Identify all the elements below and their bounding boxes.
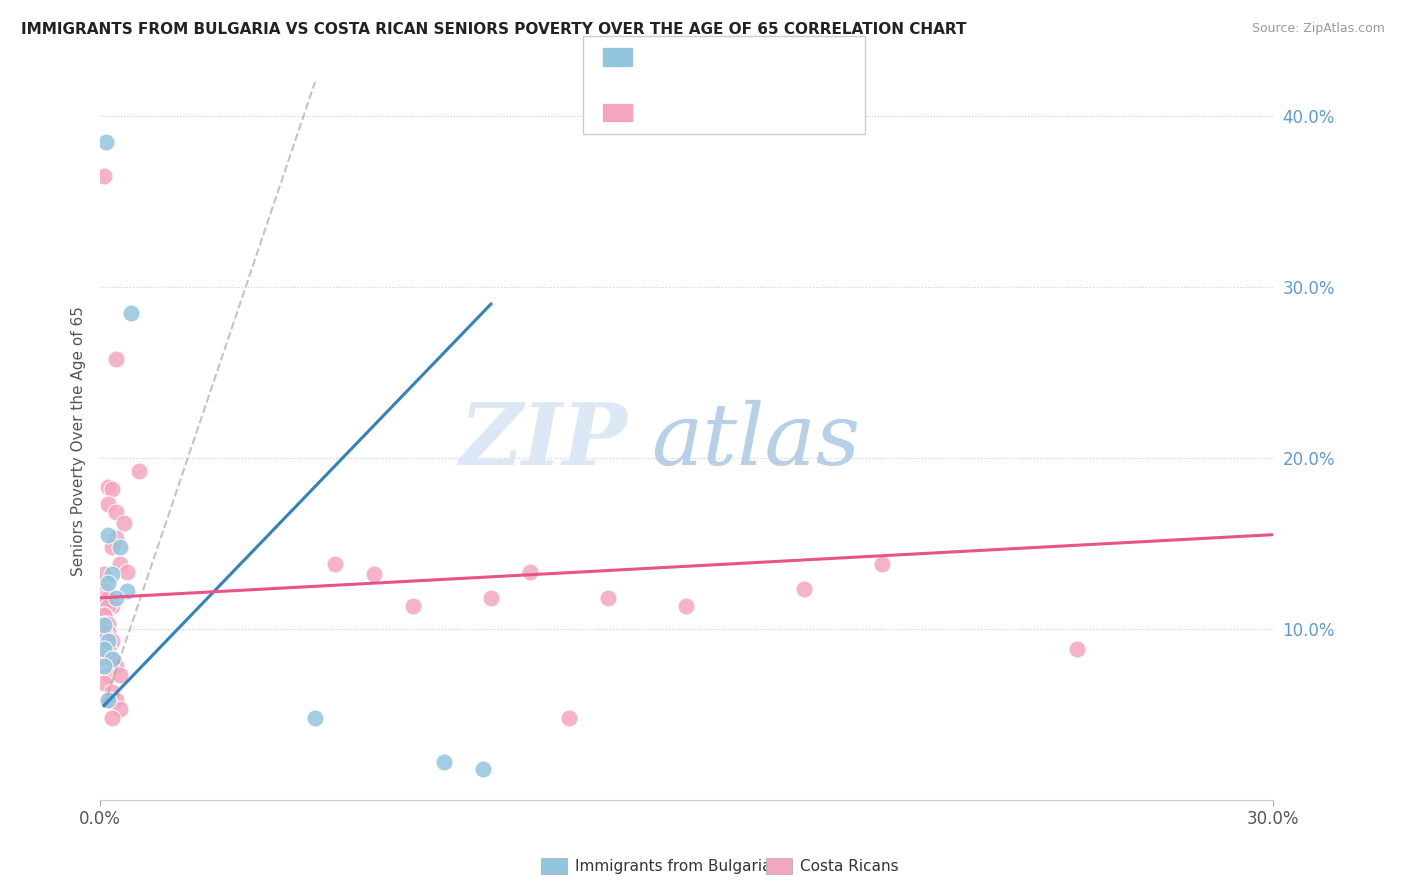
Point bbox=[472, 762, 495, 776]
Point bbox=[93, 607, 115, 622]
Point bbox=[93, 566, 115, 581]
Point bbox=[402, 599, 425, 614]
Point bbox=[112, 516, 135, 530]
Point bbox=[120, 305, 142, 319]
Point bbox=[323, 557, 346, 571]
Point bbox=[101, 599, 124, 614]
Point bbox=[101, 540, 124, 554]
Point bbox=[93, 625, 115, 640]
Text: Immigrants from Bulgaria: Immigrants from Bulgaria bbox=[575, 859, 772, 873]
Point bbox=[101, 685, 124, 699]
Point bbox=[97, 667, 120, 681]
Point bbox=[870, 557, 893, 571]
Point bbox=[519, 566, 541, 580]
Point bbox=[93, 650, 115, 665]
Point bbox=[97, 642, 120, 657]
Point bbox=[108, 702, 131, 716]
Point bbox=[93, 676, 115, 690]
Point bbox=[101, 633, 124, 648]
Point bbox=[93, 599, 115, 614]
Point bbox=[97, 625, 120, 640]
Point bbox=[97, 616, 120, 631]
Point bbox=[93, 642, 115, 657]
Point bbox=[97, 575, 120, 590]
Point bbox=[93, 169, 115, 183]
Point bbox=[94, 135, 117, 149]
Point bbox=[93, 607, 115, 622]
Point bbox=[97, 591, 120, 605]
Point bbox=[108, 540, 131, 554]
Point bbox=[97, 497, 120, 511]
Point bbox=[97, 599, 120, 614]
Text: Source: ZipAtlas.com: Source: ZipAtlas.com bbox=[1251, 22, 1385, 36]
Point bbox=[101, 650, 124, 665]
Text: IMMIGRANTS FROM BULGARIA VS COSTA RICAN SENIORS POVERTY OVER THE AGE OF 65 CORRE: IMMIGRANTS FROM BULGARIA VS COSTA RICAN … bbox=[21, 22, 966, 37]
Point bbox=[363, 566, 385, 581]
Point bbox=[104, 591, 127, 605]
Point bbox=[101, 566, 124, 581]
Point bbox=[93, 618, 115, 632]
Point bbox=[433, 755, 456, 769]
Point bbox=[598, 591, 620, 605]
Point bbox=[104, 693, 127, 707]
Point bbox=[479, 591, 502, 605]
Text: ZIP: ZIP bbox=[460, 399, 627, 483]
Point bbox=[97, 480, 120, 494]
Point bbox=[97, 633, 120, 648]
Point bbox=[97, 693, 120, 707]
Text: R = 0.570   N = 17: R = 0.570 N = 17 bbox=[644, 50, 800, 64]
Point bbox=[793, 582, 815, 597]
Point bbox=[1066, 642, 1088, 657]
Point bbox=[93, 591, 115, 605]
Text: atlas: atlas bbox=[651, 400, 860, 482]
Point bbox=[108, 667, 131, 681]
Point bbox=[93, 616, 115, 631]
Point bbox=[101, 710, 124, 724]
Point bbox=[104, 531, 127, 545]
Point bbox=[93, 584, 115, 599]
Point bbox=[101, 652, 124, 666]
Point bbox=[117, 584, 139, 599]
Point bbox=[97, 527, 120, 541]
Point bbox=[97, 693, 120, 707]
Point bbox=[101, 482, 124, 496]
Point bbox=[93, 642, 115, 657]
Text: Costa Ricans: Costa Ricans bbox=[800, 859, 898, 873]
Point bbox=[117, 566, 139, 580]
Y-axis label: Seniors Poverty Over the Age of 65: Seniors Poverty Over the Age of 65 bbox=[72, 306, 86, 575]
Point bbox=[104, 659, 127, 673]
Point bbox=[93, 659, 115, 673]
Point bbox=[104, 351, 127, 366]
Point bbox=[304, 710, 326, 724]
Point bbox=[108, 557, 131, 571]
Point bbox=[558, 710, 581, 724]
Text: R = 0.055   N = 53: R = 0.055 N = 53 bbox=[644, 105, 800, 120]
Point bbox=[93, 642, 115, 657]
Point bbox=[104, 506, 127, 520]
Point bbox=[128, 465, 150, 479]
Point bbox=[93, 616, 115, 631]
Point bbox=[675, 599, 697, 614]
Point bbox=[93, 625, 115, 640]
